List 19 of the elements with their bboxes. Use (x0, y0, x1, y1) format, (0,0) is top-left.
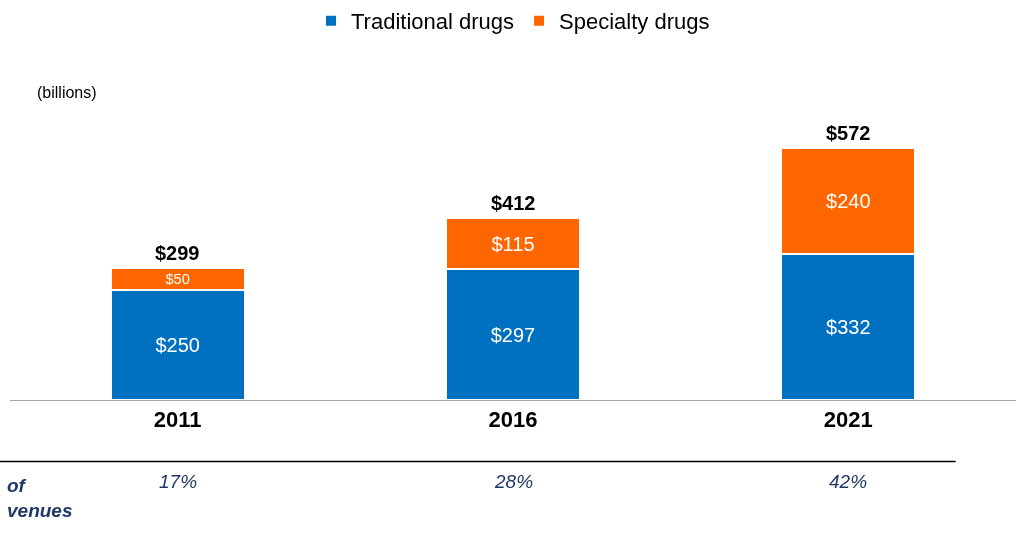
data-label: $297 (490, 323, 536, 346)
text: 28% (494, 471, 534, 492)
x-tick-label: 2011 (153, 407, 202, 433)
text: of venues (7, 475, 73, 521)
y-axis-title: (billions) (37, 84, 97, 101)
x-tick-label: 2016 (488, 407, 538, 433)
data-label: $332 (826, 315, 871, 338)
data-label: $240 (826, 189, 871, 212)
total-label: $299 (155, 242, 200, 264)
data-label: $250 (155, 333, 200, 356)
total-label: $412 (491, 192, 536, 214)
legend-label: Traditional drugs (351, 9, 515, 35)
text: 17% (159, 471, 198, 492)
total-label: $572 (826, 122, 871, 144)
data-label: $115 (491, 232, 535, 255)
x-tick-label: 2021 (823, 407, 873, 433)
data-label: $50 (165, 270, 190, 287)
text: 42% (829, 471, 868, 492)
legend-label: Specialty drugs (559, 9, 710, 35)
